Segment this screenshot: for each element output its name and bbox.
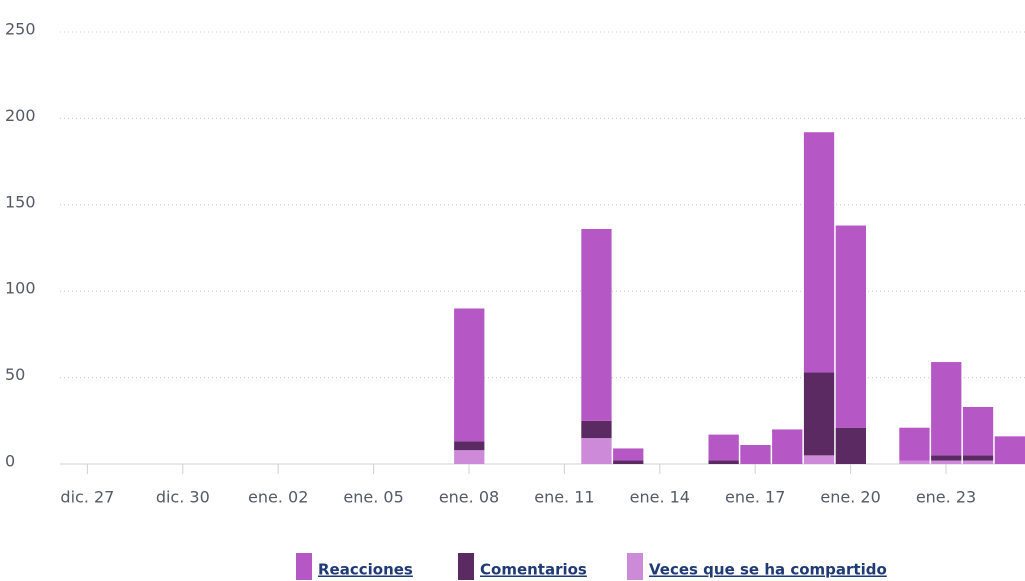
x-tick-label: dic. 27 — [60, 488, 114, 507]
bar-segment — [994, 436, 1025, 464]
bar-segment — [803, 455, 835, 464]
legend-swatch — [627, 553, 643, 580]
legend-label[interactable]: Reacciones — [318, 561, 413, 579]
y-tick-label: 100 — [5, 279, 36, 298]
x-tick-label: ene. 14 — [630, 488, 690, 507]
y-tick-label: 50 — [5, 365, 25, 384]
bar-segment — [931, 460, 962, 464]
x-tick-label: ene. 20 — [820, 488, 880, 507]
x-tick-label: ene. 11 — [534, 488, 594, 507]
bar-segment — [835, 225, 866, 428]
bar-segment — [581, 420, 612, 439]
bar-segment — [835, 427, 866, 464]
bar-segment — [931, 455, 962, 461]
bar-segment — [581, 228, 612, 421]
x-tick-label: ene. 02 — [248, 488, 308, 507]
bar-segment — [613, 460, 644, 464]
bar-segment — [772, 429, 803, 464]
bar-segment — [931, 362, 962, 456]
bar-segment — [454, 308, 485, 442]
bar-segment — [962, 406, 994, 456]
x-tick-label: dic. 30 — [156, 488, 210, 507]
bar-segment — [708, 434, 739, 461]
bar-segment — [454, 441, 485, 451]
y-tick-label: 0 — [5, 452, 15, 471]
bar-segment — [899, 460, 930, 464]
legend-swatch — [458, 553, 474, 580]
legend-swatch — [296, 553, 312, 580]
bar-segment — [581, 438, 612, 464]
x-tick-label: ene. 23 — [916, 488, 976, 507]
bar-segment — [803, 132, 835, 373]
y-tick-label: 150 — [5, 192, 36, 211]
bar-segment — [454, 450, 485, 464]
y-tick-label: 200 — [5, 106, 36, 125]
bar-segment — [962, 455, 994, 461]
x-tick-label: ene. 08 — [439, 488, 499, 507]
legend-label[interactable]: Veces que se ha compartido — [649, 561, 887, 579]
bar-segment — [803, 372, 835, 456]
bar-segment — [899, 427, 930, 461]
x-tick-label: ene. 17 — [725, 488, 785, 507]
x-tick-label: ene. 05 — [343, 488, 403, 507]
bar-segment — [708, 460, 739, 464]
bar-segment — [962, 460, 994, 464]
bar-segment — [740, 444, 771, 464]
bar-segment — [613, 448, 644, 461]
y-tick-label: 250 — [5, 20, 36, 39]
legend-label[interactable]: Comentarios — [480, 561, 587, 579]
